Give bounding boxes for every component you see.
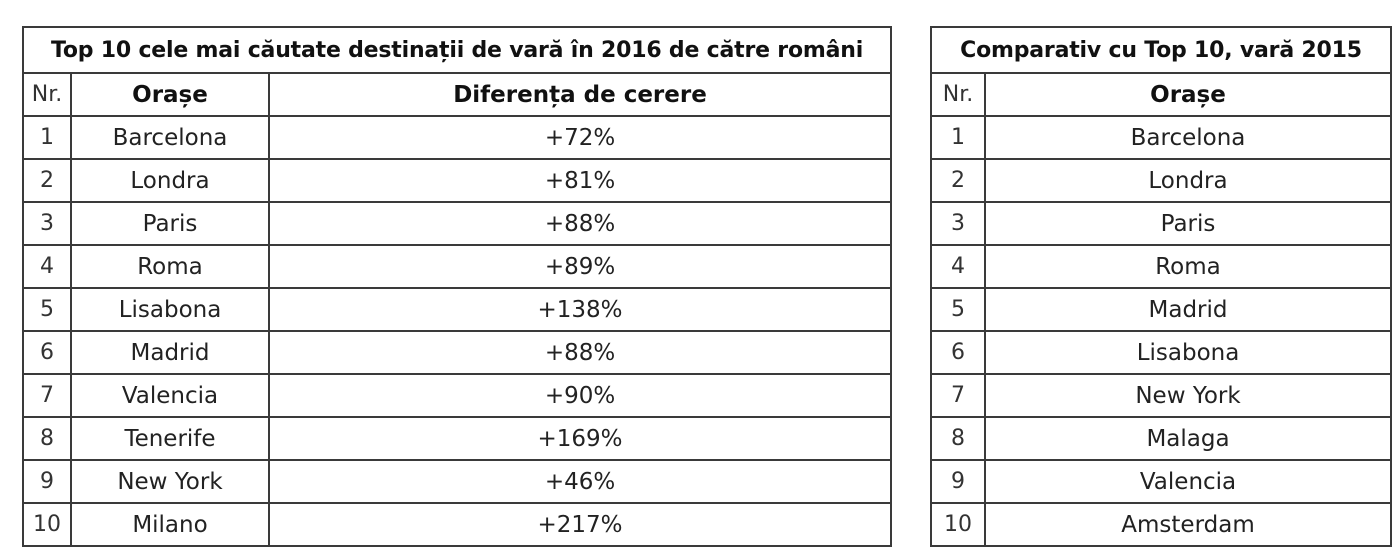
table-row: 9 Valencia — [930, 459, 1393, 504]
city-cell: Barcelona — [70, 115, 270, 160]
row-number: 6 — [22, 330, 72, 375]
city-cell: Amsterdam — [983, 502, 1393, 547]
table-2016-title: Top 10 cele mai căutate destinații de va… — [21, 26, 893, 74]
row-number: 9 — [22, 459, 72, 504]
row-number: 10 — [930, 502, 986, 547]
row-number: 10 — [22, 502, 72, 547]
top10-2016-table: Top 10 cele mai căutate destinații de va… — [21, 26, 893, 547]
city-cell: Madrid — [983, 287, 1393, 332]
row-number: 5 — [22, 287, 72, 332]
row-number: 2 — [930, 158, 986, 203]
difference-cell: +89% — [267, 244, 893, 289]
row-number: 5 — [930, 287, 986, 332]
table-row: 7 New York — [930, 373, 1393, 418]
city-cell: Roma — [70, 244, 270, 289]
row-number: 3 — [930, 201, 986, 246]
row-number: 3 — [22, 201, 72, 246]
table-row: 4 Roma +89% — [22, 244, 893, 289]
table-row: 9 New York +46% — [22, 459, 893, 504]
table-row: 3 Paris — [930, 201, 1393, 246]
city-cell: Paris — [983, 201, 1393, 246]
row-number: 7 — [22, 373, 72, 418]
row-number: 8 — [22, 416, 72, 461]
table-row: 8 Malaga — [930, 416, 1393, 461]
city-cell: Paris — [70, 201, 270, 246]
city-cell: New York — [983, 373, 1393, 418]
difference-cell: +169% — [267, 416, 893, 461]
table-row: 2 Londra — [930, 158, 1393, 203]
table-2015-title: Comparativ cu Top 10, vară 2015 — [929, 26, 1393, 74]
row-number: 9 — [930, 459, 986, 504]
row-number: 1 — [22, 115, 72, 160]
city-cell: New York — [70, 459, 270, 504]
table-row: 10 Amsterdam — [930, 502, 1393, 547]
row-number: 4 — [22, 244, 72, 289]
difference-cell: +46% — [267, 459, 893, 504]
row-number: 7 — [930, 373, 986, 418]
city-cell: Londra — [70, 158, 270, 203]
table-2016-header-row: Nr. Orașe Diferența de cerere — [22, 72, 893, 117]
row-number: 1 — [930, 115, 986, 160]
table-row: 3 Paris +88% — [22, 201, 893, 246]
city-cell: Barcelona — [983, 115, 1393, 160]
table-row: 5 Lisabona +138% — [22, 287, 893, 332]
table-row: 1 Barcelona +72% — [22, 115, 893, 160]
city-cell: Lisabona — [983, 330, 1393, 375]
table-row: 4 Roma — [930, 244, 1393, 289]
city-cell: Londra — [983, 158, 1393, 203]
row-number: 4 — [930, 244, 986, 289]
difference-cell: +88% — [267, 201, 893, 246]
city-cell: Milano — [70, 502, 270, 547]
table-row: 2 Londra +81% — [22, 158, 893, 203]
column-header-city: Orașe — [983, 72, 1393, 117]
difference-cell: +138% — [267, 287, 893, 332]
row-number: 6 — [930, 330, 986, 375]
difference-cell: +88% — [267, 330, 893, 375]
table-row: 7 Valencia +90% — [22, 373, 893, 418]
table-row: 6 Madrid +88% — [22, 330, 893, 375]
column-header-nr: Nr. — [930, 72, 986, 117]
difference-cell: +72% — [267, 115, 893, 160]
city-cell: Tenerife — [70, 416, 270, 461]
difference-cell: +81% — [267, 158, 893, 203]
city-cell: Madrid — [70, 330, 270, 375]
table-row: 10 Milano +217% — [22, 502, 893, 547]
table-row: 1 Barcelona — [930, 115, 1393, 160]
difference-cell: +90% — [267, 373, 893, 418]
row-number: 8 — [930, 416, 986, 461]
city-cell: Valencia — [70, 373, 270, 418]
column-header-difference: Diferența de cerere — [267, 72, 893, 117]
city-cell: Malaga — [983, 416, 1393, 461]
table-row: 6 Lisabona — [930, 330, 1393, 375]
city-cell: Roma — [983, 244, 1393, 289]
row-number: 2 — [22, 158, 72, 203]
table-2015-header-row: Nr. Orașe — [930, 72, 1393, 117]
table-row: 8 Tenerife +169% — [22, 416, 893, 461]
top10-2015-table: Comparativ cu Top 10, vară 2015 Nr. Oraș… — [929, 26, 1393, 547]
column-header-city: Orașe — [70, 72, 270, 117]
difference-cell: +217% — [267, 502, 893, 547]
city-cell: Lisabona — [70, 287, 270, 332]
city-cell: Valencia — [983, 459, 1393, 504]
column-header-nr: Nr. — [22, 72, 72, 117]
table-row: 5 Madrid — [930, 287, 1393, 332]
